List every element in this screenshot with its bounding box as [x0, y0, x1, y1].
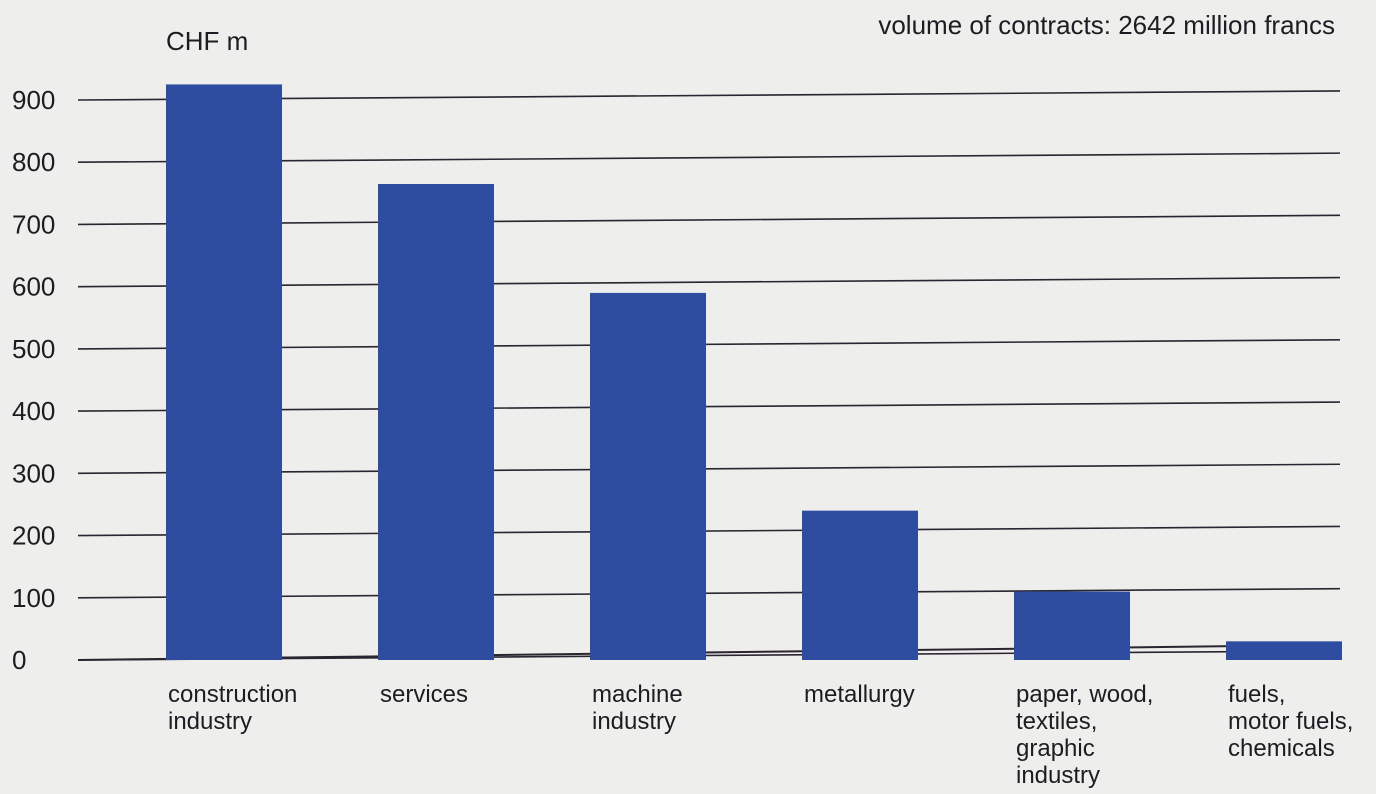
bar-3	[802, 511, 918, 660]
x-tick-label-0-1: industry	[168, 708, 252, 735]
y-tick-label-0: 0	[12, 645, 26, 675]
chart-title: volume of contracts: 2642 million francs	[878, 10, 1335, 40]
y-tick-labels: 0 100 200 300 400 500 600 700 800 900	[12, 85, 55, 675]
x-tick-label-0-0: construction	[168, 681, 297, 708]
bar-0	[166, 84, 282, 660]
x-tick-label-3-0: metallurgy	[804, 681, 915, 708]
x-tick-label-4-3: industry	[1016, 762, 1100, 789]
y-tick-label-100: 100	[12, 583, 55, 613]
x-tick-label-4-1: textiles,	[1016, 708, 1097, 735]
x-tick-label-5-2: chemicals	[1228, 735, 1335, 762]
x-tick-label-5-0: fuels,	[1228, 681, 1285, 708]
y-tick-label-600: 600	[12, 272, 55, 302]
x-tick-label-4-2: graphic	[1016, 735, 1095, 762]
bar-2	[590, 293, 706, 660]
x-tick-label-4-0: paper, wood,	[1016, 681, 1153, 708]
x-tick-label-1-0: services	[380, 681, 468, 708]
y-tick-label-400: 400	[12, 396, 55, 426]
y-tick-label-300: 300	[12, 458, 55, 488]
x-tick-label-5-1: motor fuels,	[1228, 708, 1353, 735]
x-tick-label-2-0: machine	[592, 681, 683, 708]
x-tick-label-2-1: industry	[592, 708, 676, 735]
y-tick-label-800: 800	[12, 147, 55, 177]
bar-5	[1226, 641, 1342, 660]
bar-4	[1014, 592, 1130, 660]
y-tick-label-200: 200	[12, 521, 55, 551]
bar-1	[378, 184, 494, 660]
y-tick-label-500: 500	[12, 334, 55, 364]
bars	[166, 84, 1342, 660]
y-tick-label-900: 900	[12, 85, 55, 115]
y-tick-label-700: 700	[12, 209, 55, 239]
y-axis-label: CHF m	[166, 26, 248, 56]
